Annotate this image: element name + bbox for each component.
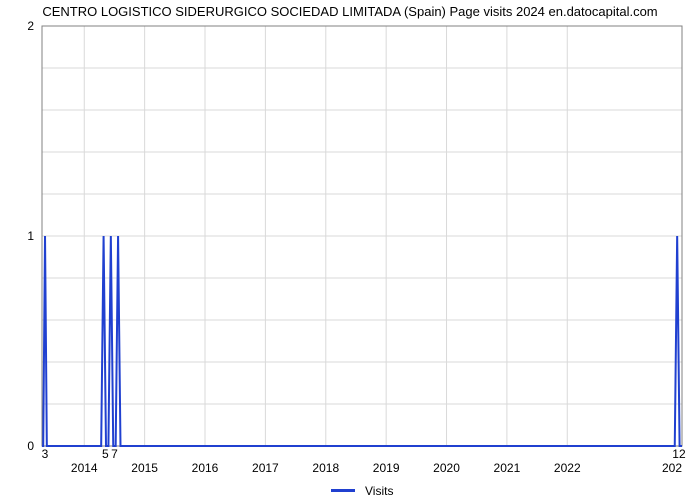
svg-text:1: 1 (27, 229, 34, 243)
svg-text:0: 0 (27, 439, 34, 453)
svg-text:2018: 2018 (312, 461, 339, 475)
svg-text:12: 12 (672, 447, 686, 461)
svg-text:5: 5 (102, 447, 109, 461)
svg-text:202: 202 (662, 461, 682, 475)
visits-chart: 0122014201520162017201820192020202120222… (0, 0, 700, 500)
svg-text:2016: 2016 (192, 461, 219, 475)
svg-text:2022: 2022 (554, 461, 581, 475)
svg-text:2017: 2017 (252, 461, 279, 475)
svg-text:7: 7 (111, 447, 118, 461)
svg-text:2020: 2020 (433, 461, 460, 475)
svg-text:2014: 2014 (71, 461, 98, 475)
legend-label: Visits (365, 484, 393, 498)
svg-text:2019: 2019 (373, 461, 400, 475)
svg-text:2015: 2015 (131, 461, 158, 475)
svg-text:2: 2 (27, 19, 34, 33)
chart-legend: Visits (42, 482, 682, 500)
legend-swatch (331, 489, 355, 492)
svg-text:3: 3 (42, 447, 49, 461)
svg-text:2021: 2021 (494, 461, 521, 475)
